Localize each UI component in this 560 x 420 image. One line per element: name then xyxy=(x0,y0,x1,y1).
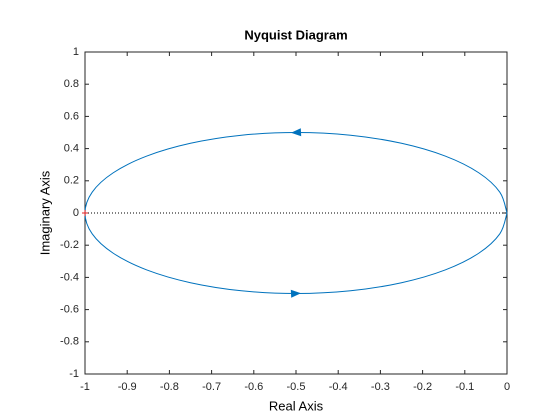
direction-arrow xyxy=(290,289,301,298)
y-axis-label: Imaginary Axis xyxy=(37,170,52,255)
x-tick-label: -0.4 xyxy=(329,381,348,393)
direction-arrow xyxy=(291,128,302,137)
y-tick-label: 0.2 xyxy=(64,175,79,187)
x-tick-label: -0.3 xyxy=(371,381,390,393)
y-tick-label: 0 xyxy=(73,207,79,219)
y-tick-label: -0.2 xyxy=(60,239,79,251)
chart-title: Nyquist Diagram xyxy=(244,27,347,42)
y-tick-label: 0.4 xyxy=(64,143,79,155)
critical-point xyxy=(82,210,88,216)
x-tick-label: 0 xyxy=(504,381,510,393)
y-tick-label: -0.8 xyxy=(60,336,79,348)
y-tick-label: -1 xyxy=(69,368,79,380)
x-tick-label: -0.8 xyxy=(160,381,179,393)
y-tick-label: 1 xyxy=(73,46,79,58)
y-tick-label: -0.6 xyxy=(60,304,79,316)
x-tick-label: -0.7 xyxy=(202,381,221,393)
x-tick-label: -0.1 xyxy=(455,381,474,393)
x-tick-label: -0.2 xyxy=(413,381,432,393)
x-tick-label: -1 xyxy=(80,381,90,393)
y-tick-label: 0.6 xyxy=(64,110,79,122)
x-tick-label: -0.5 xyxy=(287,381,306,393)
x-axis-label: Real Axis xyxy=(269,398,324,413)
x-tick-label: -0.6 xyxy=(244,381,263,393)
x-tick-label: -0.9 xyxy=(118,381,137,393)
y-tick-label: -0.4 xyxy=(60,271,79,283)
y-tick-label: 0.8 xyxy=(64,78,79,90)
